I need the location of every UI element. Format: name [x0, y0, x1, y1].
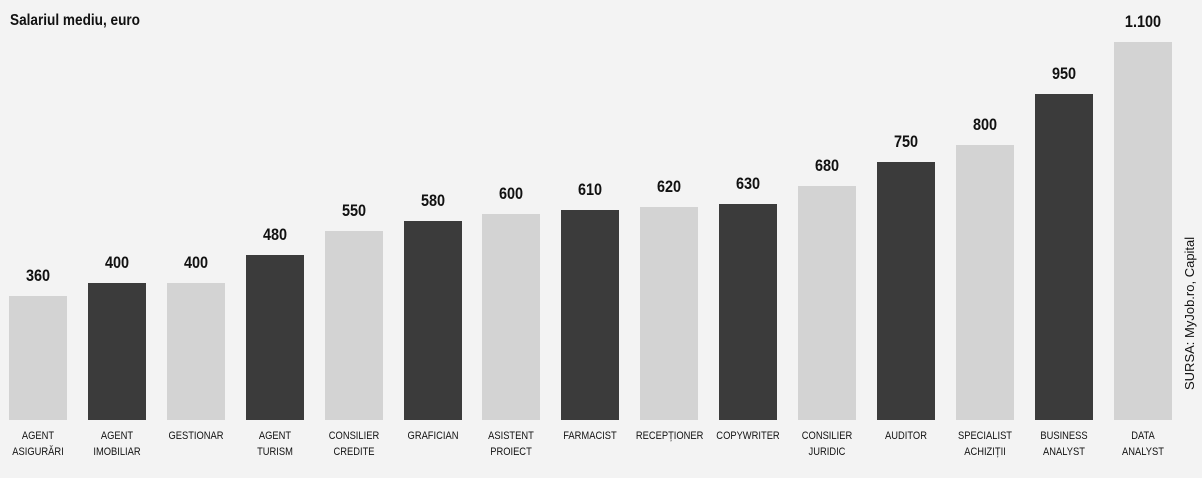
value-label: 610 [556, 180, 624, 200]
x-tick-label: AGENT IMOBILIAR [84, 428, 150, 460]
x-tick-label: AUDITOR [873, 428, 939, 444]
bar [561, 210, 619, 420]
value-label: 1.100 [1109, 12, 1177, 32]
source: SURSA: MyJob.ro, Capital [1182, 237, 1197, 390]
bar [798, 186, 856, 420]
bar [1114, 42, 1172, 420]
chart-title: Salariul mediu, euro [10, 12, 140, 30]
value-label: 400 [83, 253, 151, 273]
bar [877, 162, 935, 420]
x-tick-label: DATA ANALYST [1109, 428, 1175, 460]
bar [9, 296, 67, 420]
x-tick-label: CONSILIER JURIDIC [794, 428, 860, 460]
value-label: 360 [4, 266, 72, 286]
value-label: 550 [320, 201, 388, 221]
bar [640, 207, 698, 420]
x-tick-label: AGENT TURISM [242, 428, 308, 460]
value-label: 680 [793, 156, 861, 176]
bar [482, 214, 540, 420]
bar [404, 221, 462, 420]
value-label: 620 [635, 177, 703, 197]
value-label: 600 [477, 184, 545, 204]
x-tick-label: SPECIALIST ACHIZIȚII [952, 428, 1018, 460]
bar [325, 231, 383, 420]
x-tick-label: GRAFICIAN [399, 428, 465, 444]
value-label: 580 [399, 191, 467, 211]
x-tick-label: COPYWRITER [715, 428, 781, 444]
bar [956, 145, 1014, 420]
value-label: 630 [714, 174, 782, 194]
chart: Salariul mediu, euro SURSA: MyJob.ro, Ca… [0, 0, 1202, 478]
bar [167, 283, 225, 420]
value-label: 750 [872, 132, 940, 152]
x-tick-label: FARMACIST [557, 428, 623, 444]
value-label: 480 [241, 225, 309, 245]
bar [246, 255, 304, 420]
x-tick-label: ASISTENT PROIECT [478, 428, 544, 460]
value-label: 400 [162, 253, 230, 273]
x-tick-label: AGENT ASIGURĂRI [5, 428, 71, 460]
value-label: 950 [1030, 64, 1098, 84]
bar [88, 283, 146, 420]
x-tick-label: GESTIONAR [163, 428, 229, 444]
x-tick-label: CONSILIER CREDITE [320, 428, 386, 460]
x-tick-label: BUSINESS ANALYST [1031, 428, 1097, 460]
x-tick-label: RECEPȚIONER [636, 428, 702, 444]
bar [1035, 94, 1093, 420]
bar [719, 204, 777, 420]
value-label: 800 [951, 115, 1019, 135]
